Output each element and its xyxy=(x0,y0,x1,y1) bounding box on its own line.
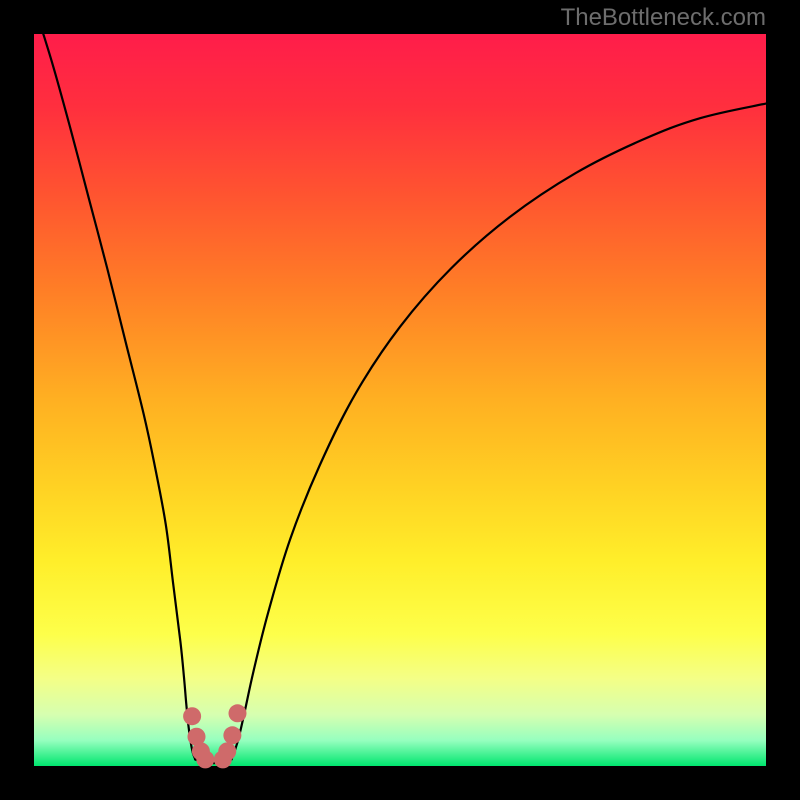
marker-dot xyxy=(229,704,247,722)
left-curve xyxy=(34,5,195,759)
marker-dot xyxy=(196,750,214,768)
marker-group xyxy=(183,704,246,768)
marker-dot xyxy=(183,707,201,725)
right-curve xyxy=(232,104,766,759)
chart-frame: TheBottleneck.com xyxy=(0,0,800,800)
marker-dot xyxy=(218,742,236,760)
curve-layer xyxy=(34,34,766,766)
watermark-text: TheBottleneck.com xyxy=(561,4,766,32)
marker-dot xyxy=(223,726,241,744)
plot-area xyxy=(34,34,766,766)
